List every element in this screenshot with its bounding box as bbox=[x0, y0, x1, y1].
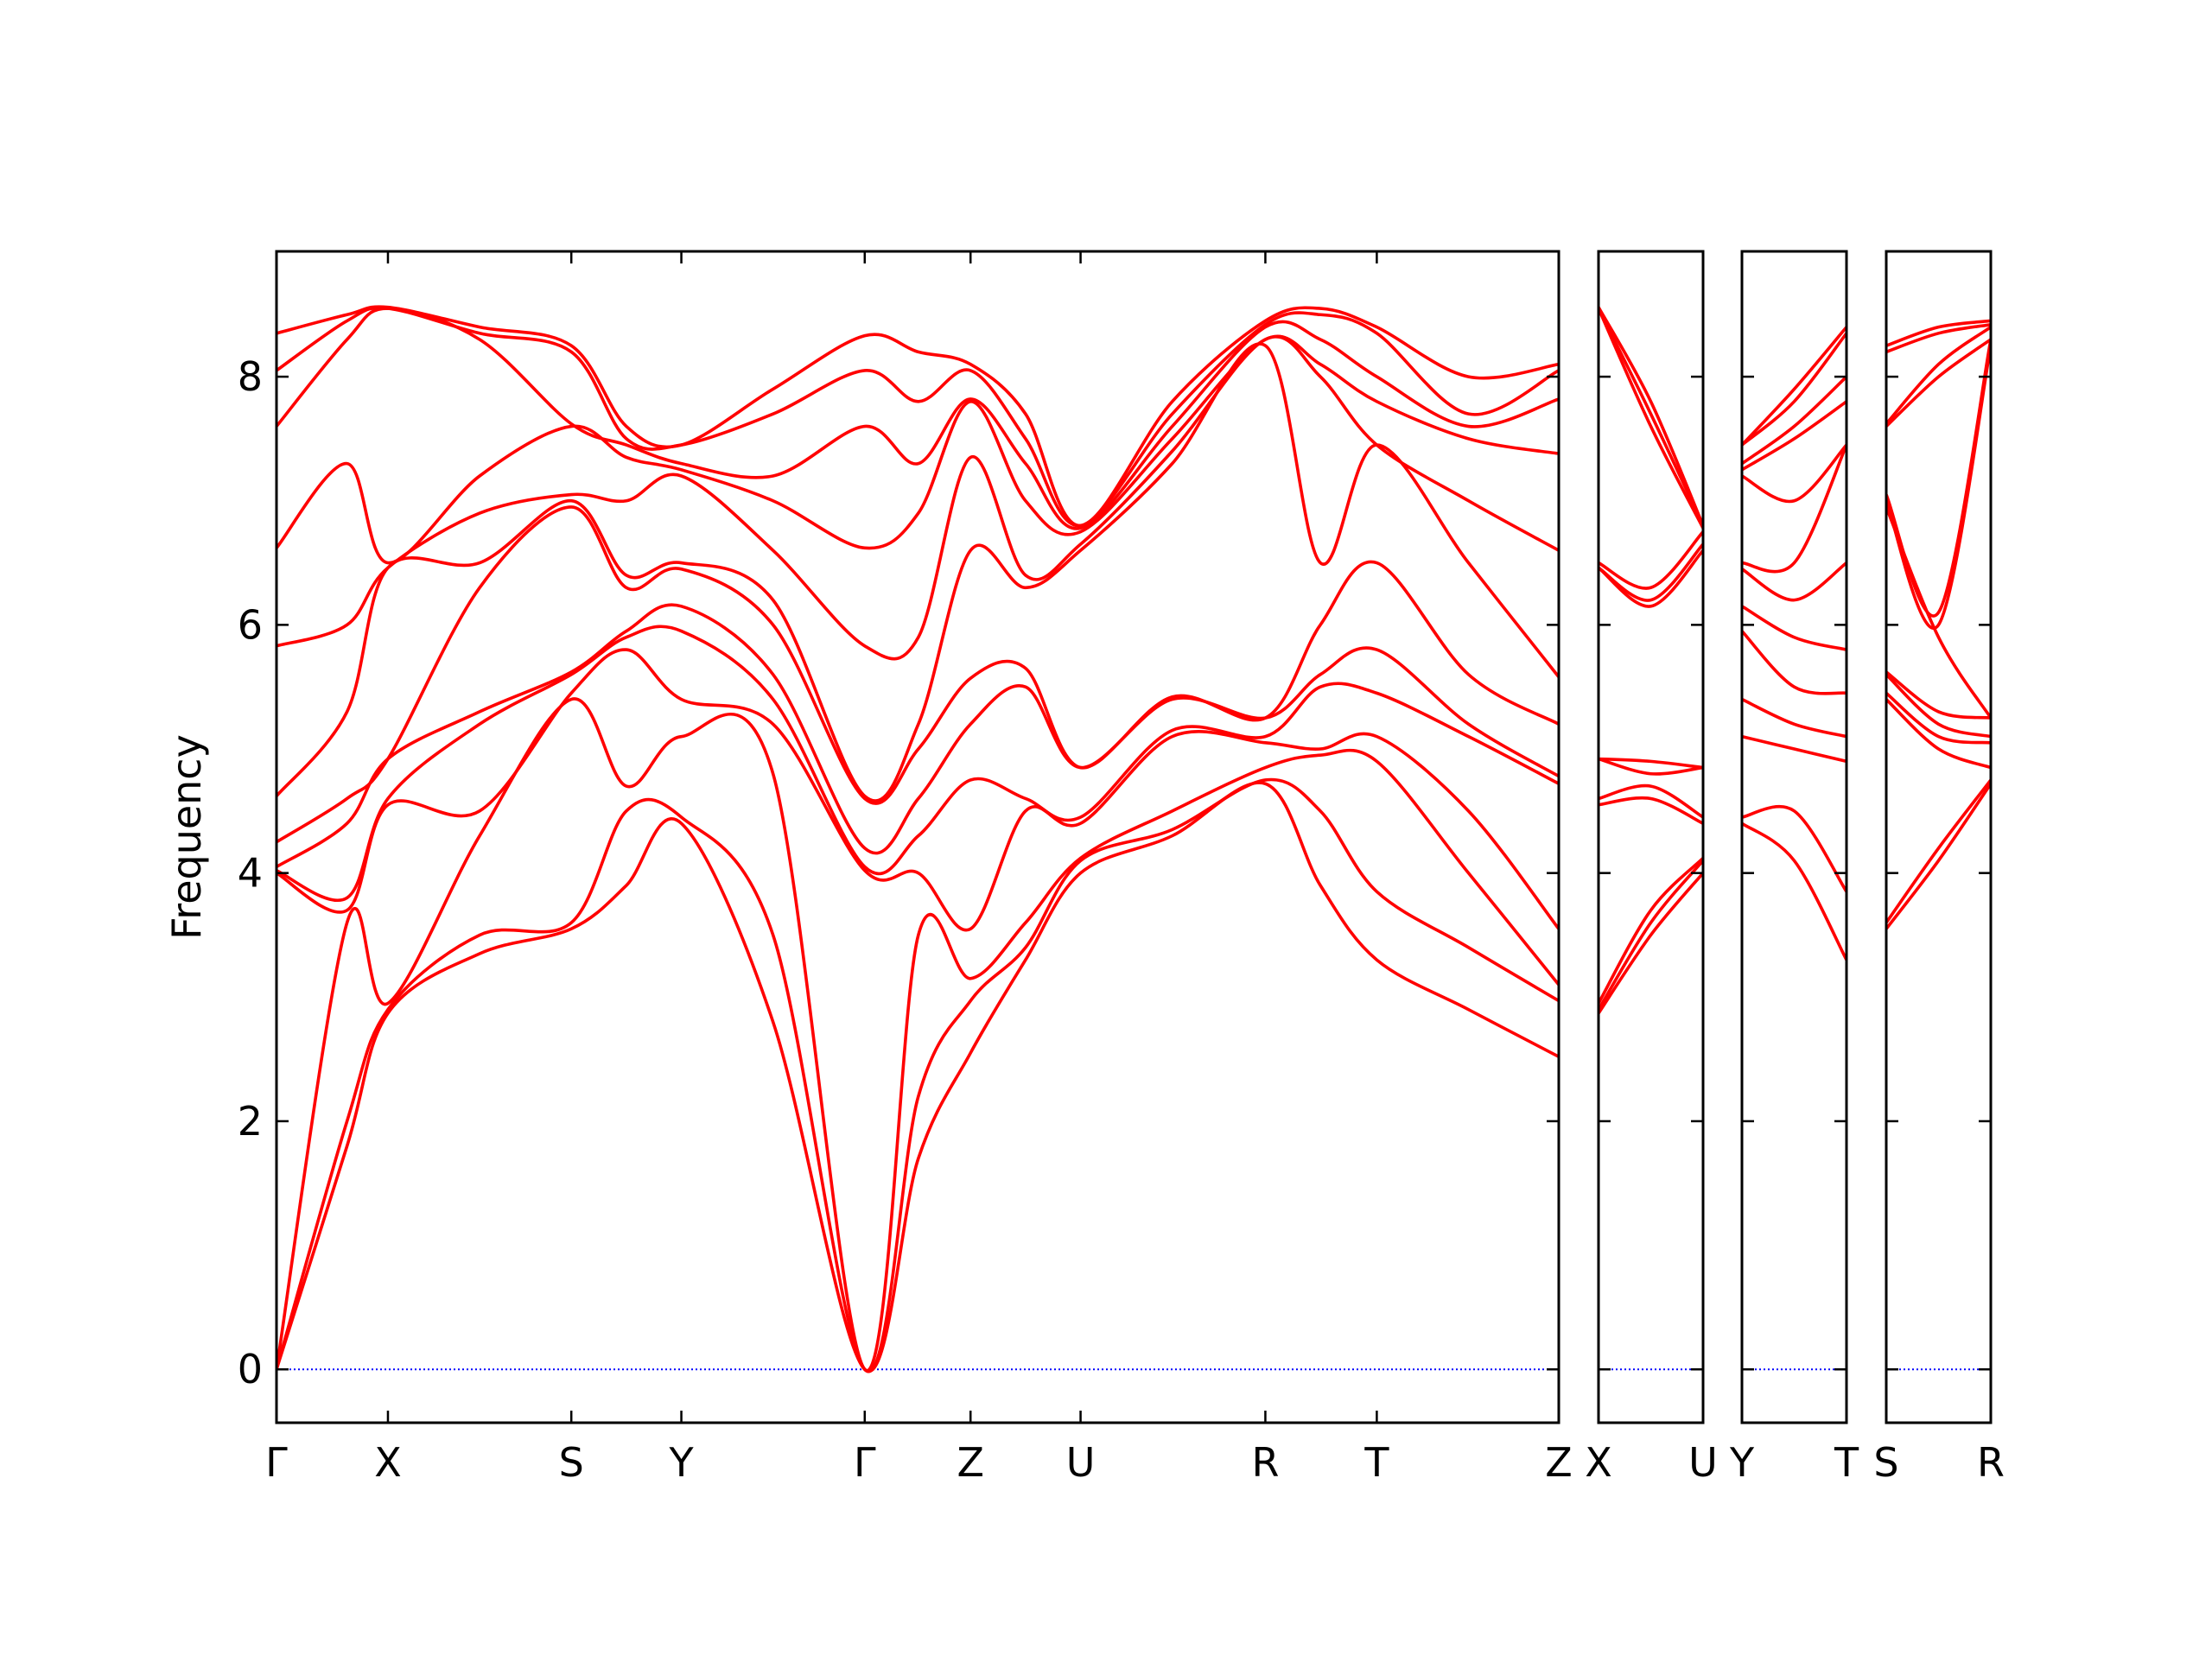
band-line bbox=[1742, 697, 1847, 739]
x-tick-label: Γ bbox=[854, 1439, 876, 1486]
band-line bbox=[1599, 530, 1703, 590]
band-line bbox=[276, 625, 1559, 902]
x-tick-label: T bbox=[1363, 1439, 1389, 1486]
band-line bbox=[1599, 542, 1703, 602]
x-tick-label: Z bbox=[1545, 1439, 1573, 1486]
plot-frame bbox=[1740, 250, 1848, 1424]
band-line bbox=[276, 781, 1559, 1373]
band-line bbox=[1886, 338, 1991, 428]
band-line bbox=[1742, 332, 1847, 447]
y-tick-label: 2 bbox=[238, 1098, 263, 1145]
band-line bbox=[276, 335, 1559, 661]
band-line bbox=[276, 777, 1559, 1373]
band-line bbox=[1742, 443, 1847, 504]
band-line bbox=[1886, 670, 1991, 720]
x-tick-label: R bbox=[1251, 1439, 1279, 1486]
band-line bbox=[1742, 821, 1847, 961]
band-line bbox=[1886, 783, 1991, 930]
band-line bbox=[276, 305, 1559, 528]
x-tick-label: U bbox=[1066, 1439, 1096, 1486]
band-line bbox=[276, 307, 1559, 530]
band-line bbox=[276, 505, 1559, 844]
band-line bbox=[1742, 734, 1847, 764]
band-line bbox=[1742, 400, 1847, 472]
band-line bbox=[1886, 345, 1991, 630]
plot-frame bbox=[275, 250, 1560, 1424]
band-line bbox=[1742, 630, 1847, 695]
x-tick-label: X bbox=[374, 1439, 402, 1486]
plot-frame bbox=[1597, 250, 1705, 1424]
y-tick-label: 6 bbox=[238, 601, 263, 648]
x-tick-label: S bbox=[1873, 1439, 1898, 1486]
x-tick-label: U bbox=[1688, 1439, 1718, 1486]
y-axis-label: Frequency bbox=[163, 734, 210, 940]
band-line bbox=[1886, 691, 1991, 745]
band-line bbox=[1742, 326, 1847, 447]
y-tick-label: 4 bbox=[238, 850, 263, 897]
x-tick-label: Y bbox=[1729, 1439, 1755, 1486]
band-line bbox=[1599, 757, 1703, 776]
x-tick-label: R bbox=[1977, 1439, 2005, 1486]
y-tick-label: 8 bbox=[238, 353, 263, 400]
band-line bbox=[1599, 872, 1703, 1014]
band-line bbox=[1599, 549, 1703, 608]
y-tick-label: 0 bbox=[238, 1346, 263, 1392]
band-line bbox=[1886, 322, 1991, 354]
x-tick-label: Y bbox=[668, 1439, 694, 1486]
band-line bbox=[276, 334, 1559, 565]
band-line bbox=[1742, 805, 1847, 893]
x-tick-label: Γ bbox=[265, 1439, 288, 1486]
band-line bbox=[1886, 778, 1991, 924]
band-line bbox=[1742, 375, 1847, 466]
plot-frame bbox=[1885, 250, 1993, 1424]
band-line bbox=[1599, 860, 1703, 1011]
band-line bbox=[276, 342, 1559, 802]
band-line bbox=[1886, 698, 1991, 770]
band-line bbox=[1886, 326, 1991, 425]
band-line bbox=[276, 603, 1559, 869]
x-tick-label: Z bbox=[957, 1439, 984, 1486]
x-tick-label: S bbox=[559, 1439, 584, 1486]
band-line bbox=[1599, 857, 1703, 1005]
band-line bbox=[1599, 308, 1703, 527]
band-line bbox=[1599, 783, 1703, 819]
x-tick-label: T bbox=[1834, 1439, 1859, 1486]
band-line bbox=[276, 306, 1559, 528]
band-line bbox=[1886, 673, 1991, 739]
band-line bbox=[276, 648, 1559, 932]
band-line bbox=[1599, 306, 1703, 527]
x-tick-label: X bbox=[1585, 1439, 1612, 1486]
band-line bbox=[1742, 605, 1847, 651]
band-line bbox=[1742, 444, 1847, 574]
band-line bbox=[1599, 757, 1703, 770]
band-line bbox=[1886, 319, 1991, 347]
band-line bbox=[1599, 796, 1703, 825]
band-line bbox=[1886, 339, 1991, 618]
band-line bbox=[276, 697, 1559, 1373]
band-line bbox=[1742, 561, 1847, 602]
